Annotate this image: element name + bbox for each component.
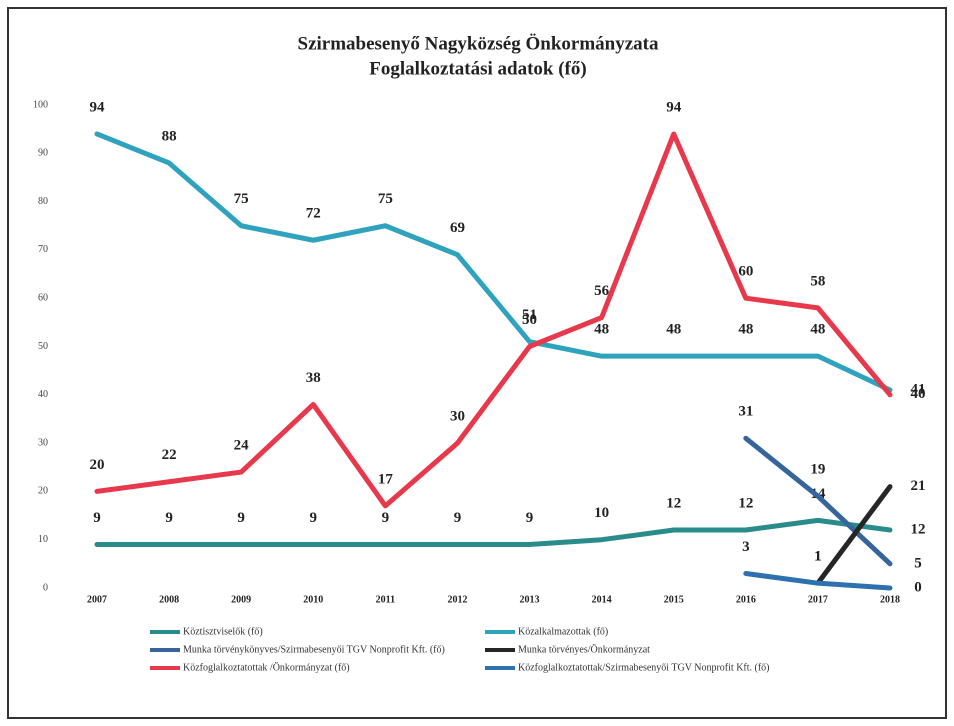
- x-tick-label: 2016: [736, 594, 756, 605]
- chart-title: Szirmabesenyő Nagyközség Önkormányzata: [298, 33, 659, 54]
- data-label: 5: [914, 555, 922, 571]
- data-label: 60: [738, 264, 753, 280]
- x-tick-label: 2015: [664, 594, 684, 605]
- data-label: 51: [522, 307, 537, 323]
- data-label: 0: [914, 579, 922, 595]
- y-tick-label: 40: [38, 389, 48, 400]
- series-line: [94, 131, 893, 393]
- y-tick-label: 20: [38, 486, 48, 497]
- x-tick-label: 2018: [880, 594, 900, 605]
- data-label: 75: [378, 191, 393, 207]
- y-tick-label: 0: [43, 582, 48, 593]
- y-tick-label: 90: [38, 148, 48, 159]
- x-tick-label: 2011: [376, 594, 395, 605]
- data-label: 3: [742, 539, 750, 555]
- data-label: 94: [90, 99, 106, 115]
- y-tick-label: 50: [38, 341, 48, 352]
- data-label: 69: [450, 220, 465, 236]
- data-label: 48: [594, 322, 609, 338]
- data-label: 9: [165, 510, 173, 526]
- data-label: 1: [814, 549, 822, 565]
- data-label: 48: [738, 322, 753, 338]
- data-label: 41: [911, 381, 926, 397]
- data-label: 9: [237, 510, 245, 526]
- data-label: 1: [814, 549, 822, 565]
- data-label: 31: [738, 404, 753, 420]
- y-tick-label: 70: [38, 244, 48, 255]
- legend-label: Munka törvényes/Önkormányzat: [518, 643, 650, 655]
- series-line: [94, 517, 893, 548]
- data-label: 30: [450, 409, 465, 425]
- data-label: 19: [810, 462, 825, 478]
- y-tick-label: 30: [38, 437, 48, 448]
- data-label: 48: [810, 322, 825, 338]
- x-tick-label: 2017: [808, 594, 828, 605]
- data-label: 58: [810, 273, 825, 289]
- x-tick-label: 2008: [159, 594, 179, 605]
- x-tick-label: 2012: [447, 594, 467, 605]
- x-tick-label: 2007: [87, 594, 107, 605]
- chart-subtitle: Foglalkoztatási adatok (fő): [369, 58, 586, 79]
- series-line: [743, 571, 893, 591]
- data-label: 20: [90, 457, 105, 473]
- legend-label: Munka törvénykönyves/Szirmabesenyői TGV …: [183, 644, 445, 655]
- x-tick-label: 2013: [520, 594, 540, 605]
- data-label: 22: [162, 447, 177, 463]
- frame: [7, 7, 947, 719]
- data-label: 9: [93, 510, 101, 526]
- data-label: 9: [526, 510, 534, 526]
- data-label: 12: [911, 521, 926, 537]
- data-label: 38: [306, 370, 321, 386]
- data-label: 9: [454, 510, 462, 526]
- y-tick-label: 80: [38, 196, 48, 207]
- x-tick-label: 2014: [592, 594, 612, 605]
- series-line: [815, 484, 893, 586]
- legend-label: Közfoglalkoztatottak /Önkormányzat (fő): [183, 661, 350, 673]
- data-label: 50: [522, 312, 537, 328]
- legend-label: Köztisztviselők (fő): [183, 626, 263, 637]
- data-label: 88: [162, 128, 177, 144]
- data-label: 21: [911, 478, 926, 494]
- data-label: 56: [594, 283, 610, 299]
- legend-label: Közalkalmazottak (fő): [518, 626, 608, 637]
- x-tick-label: 2010: [303, 594, 323, 605]
- series-line: [743, 435, 893, 567]
- y-tick-label: 60: [38, 292, 48, 303]
- legend-label: Közfoglalkoztatottak/Szirmabesenyői TGV …: [518, 662, 770, 673]
- data-label: 75: [234, 191, 249, 207]
- data-label: 12: [738, 495, 753, 511]
- data-label: 48: [666, 322, 681, 338]
- data-label: 72: [306, 206, 321, 222]
- data-label: 9: [382, 510, 390, 526]
- y-tick-label: 10: [38, 534, 48, 545]
- series-line: [94, 131, 893, 509]
- data-label: 9: [310, 510, 318, 526]
- data-label: 40: [911, 386, 926, 402]
- x-tick-label: 2009: [231, 594, 251, 605]
- data-label: 24: [234, 438, 250, 454]
- y-tick-label: 100: [33, 99, 48, 110]
- data-label: 10: [594, 505, 609, 521]
- data-label: 17: [378, 471, 394, 487]
- data-label: 12: [666, 495, 681, 511]
- data-label: 94: [666, 99, 682, 115]
